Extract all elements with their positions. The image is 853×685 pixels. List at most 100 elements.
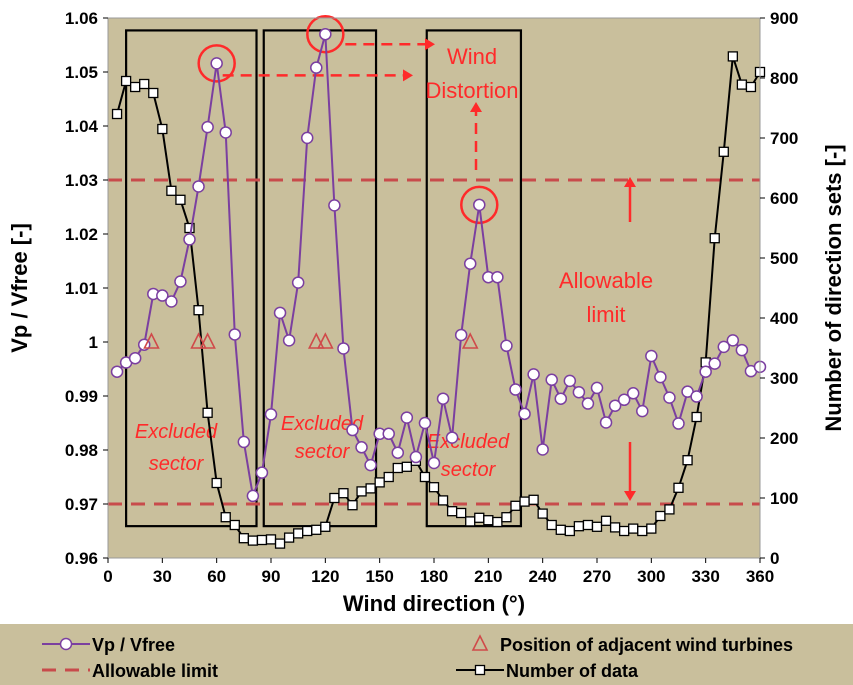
vp-vfree-point <box>436 392 450 405</box>
number-of-data-point <box>120 75 132 87</box>
number-of-data-point <box>474 512 485 523</box>
vp-vfree-point <box>110 365 124 378</box>
vp-vfree-point <box>219 126 232 139</box>
excluded-sector-label: Excluded <box>281 413 364 435</box>
adjacent-turbine-marker <box>190 332 207 349</box>
vp-vfree-point <box>382 427 395 441</box>
vp-vfree-point <box>717 340 731 354</box>
vp-vfree-point <box>581 397 595 410</box>
vp-vfree-point <box>201 120 214 134</box>
number-of-data-point <box>401 461 412 472</box>
y-right-tick-label: 100 <box>770 489 798 508</box>
y-left-tick-label: 0.99 <box>65 387 98 406</box>
x-tick-label: 150 <box>365 567 393 586</box>
adjacent-turbine-marker <box>199 332 216 349</box>
number-of-data-point <box>302 525 313 537</box>
axes: 0 30 60 90 120 150 180 210 240 270 300 330 360 0.96 0.… <box>65 9 798 586</box>
x-tick-label: 60 <box>207 567 226 586</box>
y-left-tick-label: 0.97 <box>65 495 98 514</box>
number-of-data-point <box>745 81 757 93</box>
vp-vfree-point <box>726 334 740 347</box>
number-of-data-point <box>573 521 585 532</box>
vp-vfree-point <box>463 257 477 270</box>
number-of-data-point <box>175 194 186 205</box>
y-right-tick-label: 800 <box>770 69 798 88</box>
legend-swatch-number-of-data-marker <box>474 664 486 676</box>
number-of-data-point <box>157 123 168 135</box>
number-of-data-point <box>220 512 231 523</box>
number-of-data-point <box>320 521 331 532</box>
peak-highlight-circle <box>460 185 499 225</box>
adjacent-turbine-marker <box>307 332 325 349</box>
vp-vfree-point <box>572 385 586 399</box>
legend-swatch-vp-vfree-marker <box>59 637 73 651</box>
vp-vfree-point <box>626 387 640 400</box>
legend-label-turbines: Position of adjacent wind turbines <box>500 635 793 655</box>
y-axis-left-title: Vp / Vfree [-] <box>7 223 32 353</box>
vp-vfree-point <box>654 370 667 384</box>
number-of-data-point <box>727 51 738 62</box>
x-tick-label: 240 <box>528 567 556 586</box>
allowable-limit-label: limit <box>586 302 625 327</box>
number-of-data-point <box>483 515 494 526</box>
number-of-data-point <box>383 471 394 483</box>
vp-vfree-point <box>599 416 613 429</box>
peak-highlight-circle <box>197 44 236 83</box>
vp-vfree-point <box>246 489 260 503</box>
number-of-data-point <box>428 482 440 493</box>
number-of-data-point <box>229 519 240 531</box>
number-of-data-point <box>148 87 159 99</box>
x-tick-label: 270 <box>583 567 611 586</box>
vp-vfree-point <box>310 61 323 74</box>
number-of-data-point <box>166 185 177 196</box>
number-of-data-point <box>274 538 286 549</box>
annotations: Excluded sector Excluded sector Excluded sect… <box>135 14 653 501</box>
y-right-tick-label: 900 <box>770 9 798 28</box>
vp-vfree-point <box>400 411 414 424</box>
vp-vfree-point <box>319 27 332 41</box>
number-of-data-point <box>365 483 376 494</box>
vp-vfree-point <box>282 334 296 347</box>
y-right-tick-label: 0 <box>770 549 779 568</box>
vp-vfree-point <box>708 357 721 370</box>
x-tick-label: 210 <box>474 567 502 586</box>
vp-vfree-point <box>645 349 658 363</box>
excluded-sector-label: Excluded <box>427 431 510 453</box>
arrow-head <box>624 491 636 501</box>
vp-vfree-point <box>617 393 631 407</box>
y-right-tick-label: 500 <box>770 249 798 268</box>
number-of-data-point <box>646 523 657 534</box>
vp-vfree-point <box>527 368 540 381</box>
vp-vfree-point <box>291 276 305 289</box>
number-of-data-point <box>130 81 141 93</box>
vp-vfree-point <box>364 458 377 472</box>
vp-vfree-point <box>500 339 513 353</box>
vp-vfree-point <box>509 383 522 396</box>
number-of-data-point <box>691 411 702 423</box>
number-of-data-point <box>211 477 222 489</box>
vp-vfree-point <box>210 57 223 70</box>
y-left-tick-label: 1.02 <box>65 225 98 244</box>
vp-vfree-point <box>156 289 169 302</box>
vp-vfree-point <box>355 441 368 454</box>
number-of-data-point <box>193 305 204 316</box>
adjacent-turbine-marker <box>143 332 160 349</box>
vp-vfree-point <box>228 328 242 341</box>
number-of-data-point <box>718 146 729 157</box>
vp-vfree-point <box>174 275 187 288</box>
excluded-sector-label: sector <box>295 441 351 463</box>
number-of-data-point <box>619 525 630 537</box>
y-axis-right-title: Number of direction sets [-] <box>821 144 846 431</box>
number-of-data-point <box>111 108 123 120</box>
number-of-data-point <box>492 516 503 528</box>
number-of-data-point <box>600 515 612 526</box>
number-of-data-point <box>419 471 431 483</box>
number-of-data-point <box>329 492 340 504</box>
number-of-data-point <box>628 523 639 534</box>
vp-vfree-point <box>735 343 749 357</box>
vp-vfree-point <box>636 404 649 418</box>
number-of-data-point <box>238 533 249 544</box>
number-of-data-point <box>247 535 259 546</box>
legend: Vp / Vfree Position of adjacent wind turb… <box>0 624 853 685</box>
x-tick-label: 300 <box>637 567 665 586</box>
